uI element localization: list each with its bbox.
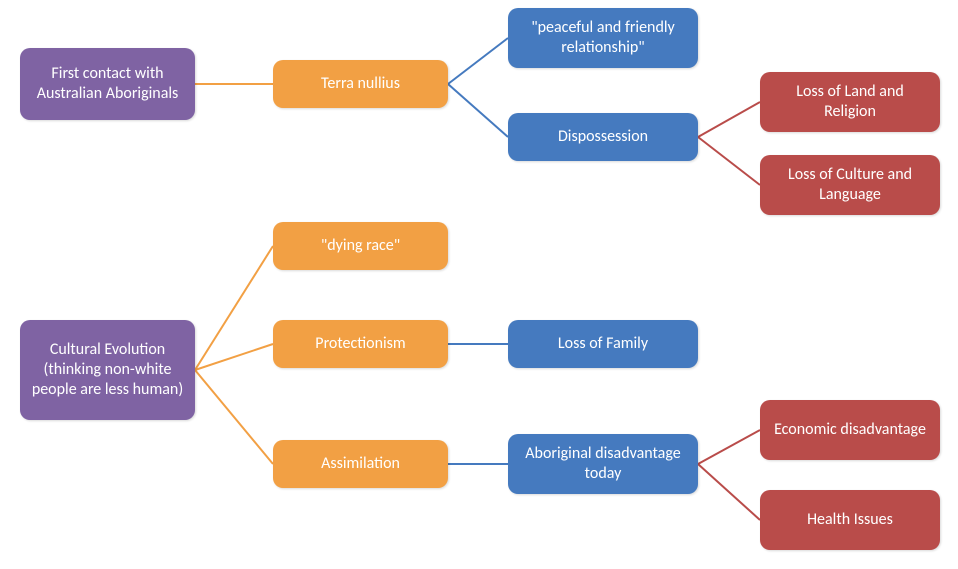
- node-cultural-evolution: Cultural Evolution (thinking non-white p…: [20, 320, 195, 420]
- node-loss-land: Loss of Land and Religion: [760, 72, 940, 132]
- node-label: Health Issues: [807, 510, 893, 530]
- node-terra-nullius: Terra nullius: [273, 60, 448, 108]
- node-label: Dispossession: [558, 127, 648, 147]
- edge-disadvantage-today-to-health-issues: [698, 464, 760, 520]
- node-dispossession: Dispossession: [508, 113, 698, 161]
- edge-dispossession-to-loss-culture: [698, 137, 760, 185]
- node-label: Assimilation: [321, 454, 400, 474]
- node-health-issues: Health Issues: [760, 490, 940, 550]
- node-first-contact: First contact with Australian Aboriginal…: [20, 48, 195, 120]
- node-econ-disadvantage: Economic disadvantage: [760, 400, 940, 460]
- node-assimilation: Assimilation: [273, 440, 448, 488]
- node-label: Aboriginal disadvantage today: [518, 444, 688, 484]
- node-label: Economic disadvantage: [774, 420, 926, 440]
- edge-dispossession-to-loss-land: [698, 102, 760, 137]
- node-label: First contact with Australian Aboriginal…: [30, 64, 185, 104]
- node-protectionism: Protectionism: [273, 320, 448, 368]
- node-disadvantage-today: Aboriginal disadvantage today: [508, 434, 698, 494]
- edge-cultural-evolution-to-assimilation: [195, 370, 273, 464]
- node-label: Loss of Family: [558, 334, 648, 354]
- edge-terra-nullius-to-dispossession: [448, 84, 508, 137]
- edge-terra-nullius-to-peaceful-rel: [448, 38, 508, 84]
- node-label: Loss of Culture and Language: [770, 165, 930, 205]
- node-label: "peaceful and friendly relationship": [518, 18, 688, 58]
- node-loss-culture: Loss of Culture and Language: [760, 155, 940, 215]
- edge-cultural-evolution-to-dying-race: [195, 246, 273, 370]
- node-peaceful-rel: "peaceful and friendly relationship": [508, 8, 698, 68]
- edge-cultural-evolution-to-protectionism: [195, 344, 273, 370]
- node-label: Cultural Evolution (thinking non-white p…: [30, 340, 185, 400]
- node-dying-race: "dying race": [273, 222, 448, 270]
- node-label: "dying race": [321, 236, 400, 256]
- edge-disadvantage-today-to-econ-disadvantage: [698, 430, 760, 464]
- node-label: Protectionism: [315, 334, 405, 354]
- node-label: Loss of Land and Religion: [770, 82, 930, 122]
- node-loss-family: Loss of Family: [508, 320, 698, 368]
- node-label: Terra nullius: [321, 74, 400, 94]
- diagram-canvas: First contact with Australian Aboriginal…: [0, 0, 958, 569]
